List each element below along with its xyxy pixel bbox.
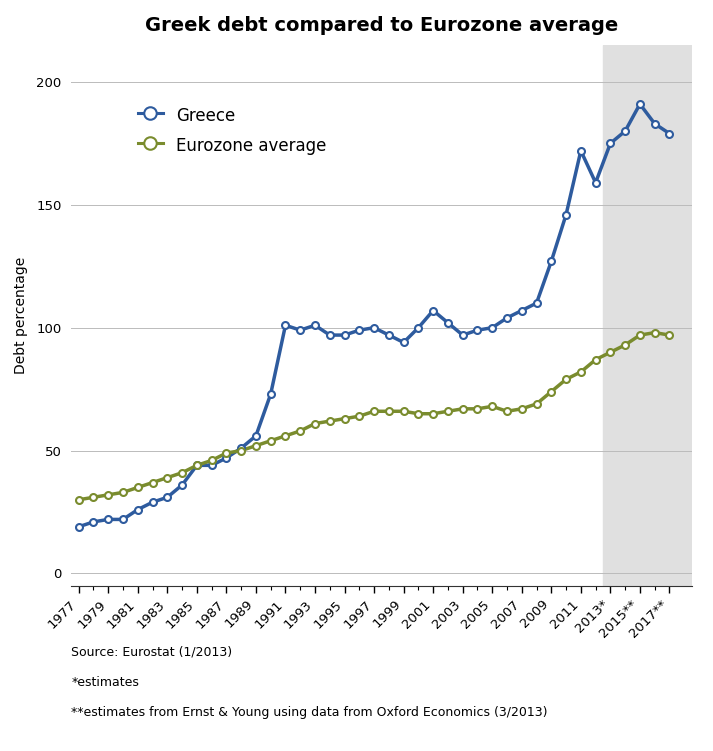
Bar <box>603 45 692 586</box>
Y-axis label: Debt percentage: Debt percentage <box>14 257 28 374</box>
Title: Greek debt compared to Eurozone average: Greek debt compared to Eurozone average <box>145 17 618 35</box>
Legend: Greece, Eurozone average: Greece, Eurozone average <box>129 97 334 164</box>
Text: *estimates: *estimates <box>71 676 139 689</box>
Text: Source: Eurostat (1/2013): Source: Eurostat (1/2013) <box>71 646 232 659</box>
Text: **estimates from Ernst & Young using data from Oxford Economics (3/2013): **estimates from Ernst & Young using dat… <box>71 706 548 719</box>
